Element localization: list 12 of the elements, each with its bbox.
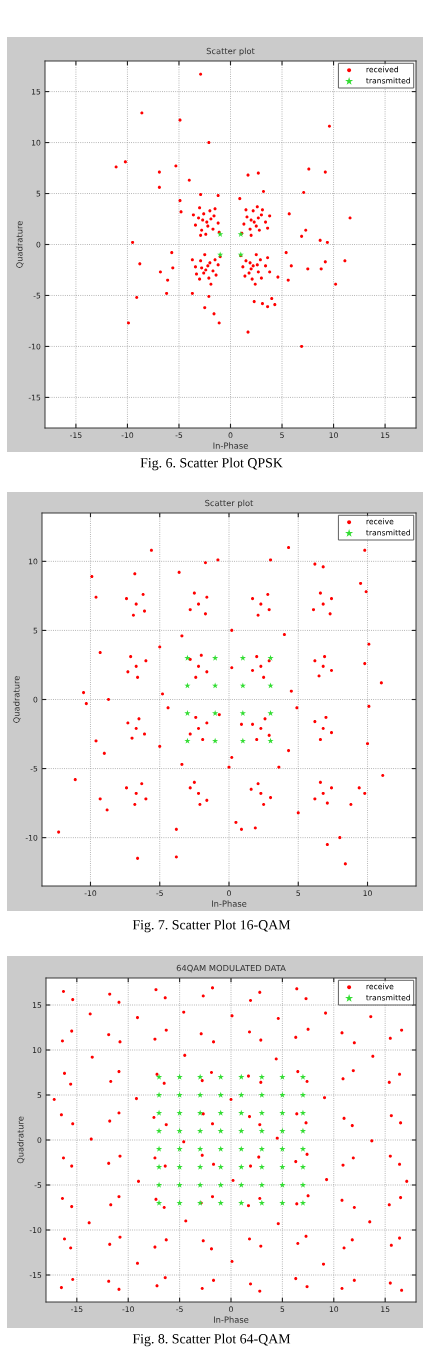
chart-title: 64QAM MODULATED DATA xyxy=(176,964,286,973)
x-axis-title: In-Phase xyxy=(212,900,247,907)
x-axis-title: In-Phase xyxy=(214,1316,249,1323)
caption: Fig. 8. Scatter Plot 64-QAM xyxy=(132,1333,291,1347)
y-axis-title: Quadrature xyxy=(17,1116,25,1164)
chart-title: Scatter plot xyxy=(205,499,254,508)
caption: Fig. 6. Scatter Plot QPSK xyxy=(140,457,283,471)
x-axis-title: In-Phase xyxy=(213,442,248,449)
chart-title: Scatter plot xyxy=(206,47,255,56)
y-axis-title: Quadrature xyxy=(16,221,24,268)
caption: Fig. 7. Scatter Plot 16-QAM xyxy=(132,919,291,933)
y-axis-title: Quadrature xyxy=(13,676,21,723)
